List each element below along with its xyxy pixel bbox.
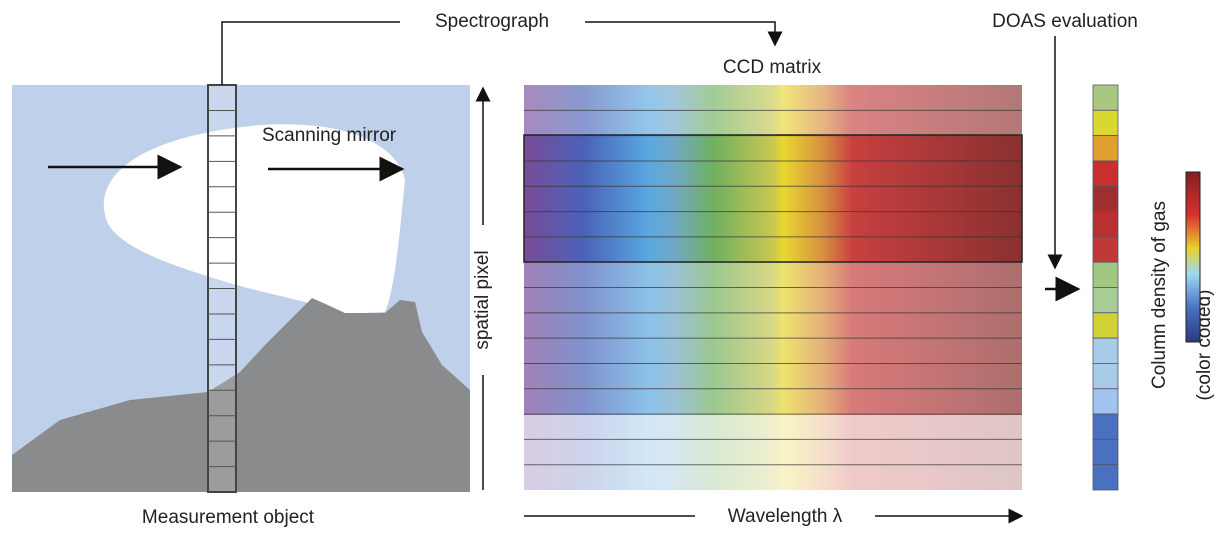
spectrograph-label: Spectrograph [435,11,549,32]
result-cell [1092,464,1119,491]
result-cell [1092,413,1119,440]
mirror-label: Scanning mirror [262,125,397,146]
result-cell [1092,438,1119,466]
result-cell [1092,135,1119,162]
result-cell [1092,236,1119,263]
result-column [1092,84,1119,491]
connector [221,21,400,85]
object-label: Measurement object [142,507,315,528]
gap [473,225,493,375]
doas-label: DOAS evaluation [992,11,1138,32]
ccd-label: CCD matrix [723,57,822,78]
result-cell [1092,261,1119,288]
wavelength-label: Wavelength λ [728,506,843,527]
result-cell [1092,287,1119,314]
result-cell [1092,388,1119,415]
mirror-strip [207,84,237,493]
result-cell [1092,109,1119,137]
gap [695,505,875,527]
result-cell [1092,312,1119,339]
result-cell [1092,185,1119,212]
result-cell [1092,160,1119,187]
connector [585,21,783,47]
result-cell [1092,211,1119,238]
colorbar [1185,171,1201,343]
density-label: Column density of gas [1149,201,1170,389]
shade [524,415,1022,490]
mountain [12,298,470,492]
result-cell [1092,337,1119,364]
ccd-rows [524,109,1022,466]
result-cell [1092,84,1119,111]
spatial-label: spatial pixel [472,250,493,349]
result-cell [1092,363,1119,390]
